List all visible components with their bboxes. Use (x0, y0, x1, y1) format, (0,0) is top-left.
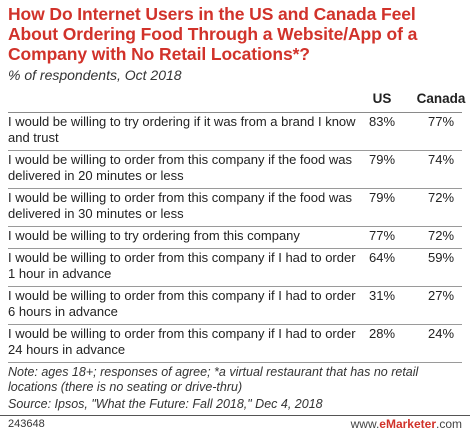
cell-canada: 24% (427, 326, 455, 341)
chart-title: How Do Internet Users in the US and Cana… (8, 4, 418, 64)
table-row: I would be willing to order from this co… (8, 287, 462, 325)
cell-canada: 59% (427, 250, 455, 265)
row-label: I would be willing to order from this co… (8, 326, 356, 357)
table-row: I would be willing to try ordering if it… (8, 113, 462, 151)
chart-note: Note: ages 18+; responses of agree; *a v… (8, 365, 419, 394)
cell-canada: 77% (427, 114, 455, 129)
brand-prefix: www. (350, 417, 380, 431)
cell-canada: 72% (427, 190, 455, 205)
chart-source: Source: Ipsos, "What the Future: Fall 20… (8, 397, 323, 411)
chart-page: How Do Internet Users in the US and Cana… (0, 4, 470, 434)
cell-canada: 72% (427, 228, 455, 243)
cell-canada: 27% (427, 288, 455, 303)
table-row: I would be willing to order from this co… (8, 151, 462, 189)
table-row: I would be willing to try ordering from … (8, 227, 462, 249)
table-row: I would be willing to order from this co… (8, 249, 462, 287)
cell-us: 83% (368, 114, 396, 129)
row-label: I would be willing to order from this co… (8, 288, 356, 319)
row-label: I would be willing to try ordering from … (8, 228, 300, 243)
row-label: I would be willing to order from this co… (8, 250, 356, 281)
cell-us: 31% (368, 288, 396, 303)
cell-us: 79% (368, 152, 396, 167)
cell-us: 28% (368, 326, 396, 341)
cell-canada: 74% (427, 152, 455, 167)
chart-footer: 243648 www.eMarketer.com (0, 415, 470, 434)
row-label: I would be willing to try ordering if it… (8, 114, 356, 145)
column-header-canada: Canada (416, 91, 466, 106)
brand-logo: www.eMarketer.com (351, 417, 462, 431)
chart-subtitle: % of respondents, Oct 2018 (8, 67, 182, 83)
table-row: I would be willing to order from this co… (8, 325, 462, 363)
table-row: I would be willing to order from this co… (8, 189, 462, 227)
table-header: US Canada (8, 90, 465, 113)
cell-us: 79% (368, 190, 396, 205)
cell-us: 77% (368, 228, 396, 243)
brand-suffix: .com (435, 417, 462, 431)
cell-us: 64% (368, 250, 396, 265)
brand-name: eMarketer (379, 417, 436, 431)
data-table: US Canada I would be willing to try orde… (8, 90, 465, 363)
chart-id: 243648 (8, 418, 45, 430)
column-header-us: US (372, 91, 392, 106)
row-label: I would be willing to order from this co… (8, 190, 352, 221)
row-label: I would be willing to order from this co… (8, 152, 352, 183)
